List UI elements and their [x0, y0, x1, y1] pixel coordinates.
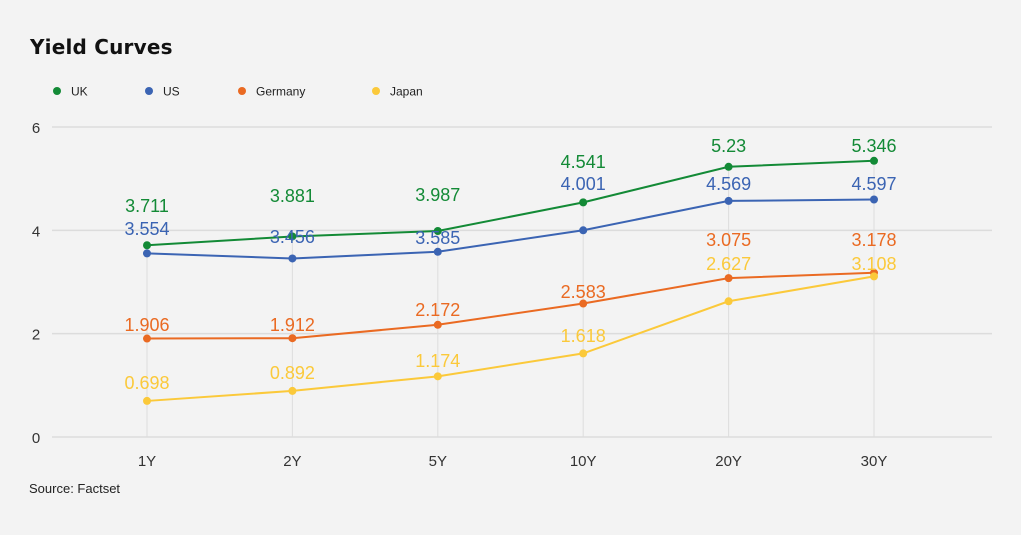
data-label-us: 4.569	[706, 174, 751, 194]
legend-label-us: US	[163, 85, 180, 99]
source-note: Source: Factset	[29, 481, 121, 496]
data-label-japan: 3.108	[851, 254, 896, 274]
data-label-uk: 3.987	[415, 185, 460, 205]
series-lines	[146, 159, 875, 402]
legend-marker-japan	[372, 87, 380, 95]
data-label-us: 4.597	[851, 174, 896, 194]
data-point-uk	[579, 198, 588, 207]
series-line-us	[146, 198, 875, 260]
data-point-uk	[288, 232, 297, 241]
data-point-japan	[870, 272, 878, 281]
data-point-us	[288, 254, 297, 263]
y-tick-label: 6	[32, 120, 40, 137]
x-tick-label: 10Y	[570, 453, 597, 470]
series-line-germany	[146, 271, 875, 340]
data-point-japan	[143, 396, 151, 405]
x-axis-ticks: 1Y 2Y 5Y 10Y 20Y 30Y	[138, 453, 888, 470]
data-label-us: 3.585	[415, 228, 460, 248]
data-point-japan	[288, 386, 297, 395]
data-point-germany	[288, 334, 297, 343]
data-label-japan: 0.892	[270, 363, 315, 383]
data-label-japan: 0.698	[124, 373, 169, 393]
series-line-japan	[146, 275, 875, 402]
data-label-germany: 3.075	[706, 230, 751, 250]
data-label-japan: 1.618	[561, 326, 606, 346]
series-line-uk	[146, 159, 875, 247]
y-tick-label: 2	[32, 327, 40, 344]
legend: UK US Germany Japan	[53, 85, 423, 99]
legend-label-uk: UK	[71, 85, 88, 99]
data-label-germany: 1.906	[124, 315, 169, 335]
data-point-us	[433, 247, 442, 256]
data-label-uk: 5.346	[851, 136, 896, 156]
data-point-uk	[143, 241, 151, 250]
legend-label-japan: Japan	[390, 85, 423, 99]
legend-label-germany: Germany	[256, 85, 305, 99]
x-tick-label: 20Y	[715, 453, 742, 470]
data-point-japan	[724, 297, 733, 306]
data-label-uk: 3.711	[125, 196, 169, 216]
data-point-uk	[870, 156, 878, 165]
data-label-japan: 2.627	[706, 254, 751, 274]
data-point-germany	[143, 334, 151, 343]
data-point-us	[143, 249, 151, 258]
data-label-germany: 2.583	[561, 282, 606, 302]
data-label-germany: 3.178	[851, 230, 896, 250]
data-label-uk: 4.541	[561, 152, 606, 172]
x-tick-label: 5Y	[429, 453, 447, 470]
data-point-germany	[579, 299, 588, 308]
data-label-germany: 1.912	[270, 315, 315, 335]
category-guide-lines	[146, 160, 875, 437]
data-point-us	[579, 226, 588, 235]
x-tick-label: 2Y	[283, 453, 301, 470]
data-labels: 3.711 3.881 3.987 4.541 5.23 5.346 3.554 3.456 3…	[124, 136, 896, 393]
chart-title: Yield Curves	[30, 35, 173, 59]
series-points	[143, 156, 878, 405]
legend-marker-germany	[238, 87, 246, 95]
data-point-germany	[724, 274, 733, 283]
y-axis-ticks: 0 2 4 6	[32, 120, 40, 447]
data-label-us: 3.456	[270, 227, 315, 247]
data-point-uk	[433, 227, 442, 236]
grid-lines	[52, 126, 992, 438]
x-tick-label: 1Y	[138, 453, 156, 470]
data-label-uk: 3.881	[270, 186, 315, 206]
data-label-uk: 5.23	[711, 136, 746, 156]
data-label-us: 4.001	[561, 174, 606, 194]
x-tick-label: 30Y	[861, 453, 888, 470]
data-label-germany: 2.172	[415, 300, 460, 320]
data-label-japan: 1.174	[415, 351, 460, 371]
data-point-japan	[579, 349, 588, 358]
data-point-us	[724, 196, 733, 205]
data-point-us	[870, 195, 878, 204]
y-tick-label: 4	[32, 223, 40, 240]
data-point-uk	[724, 162, 733, 171]
legend-marker-uk	[53, 87, 61, 95]
legend-marker-us	[145, 87, 153, 95]
data-point-germany	[433, 320, 442, 329]
data-label-us: 3.554	[124, 219, 169, 239]
y-tick-label: 0	[32, 430, 40, 447]
data-point-japan	[433, 372, 442, 381]
